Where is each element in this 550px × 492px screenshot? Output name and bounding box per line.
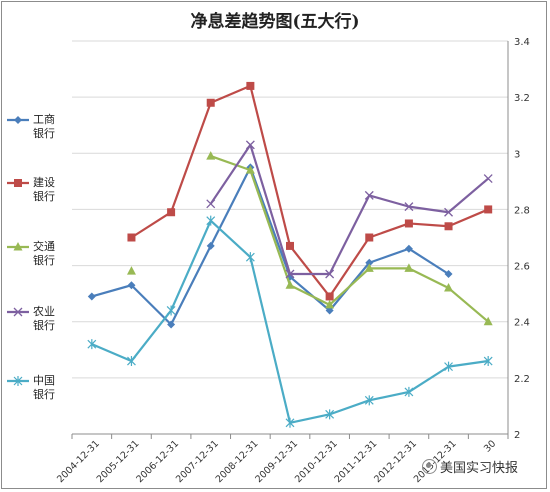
data-point	[484, 205, 493, 214]
data-point	[483, 316, 493, 326]
data-point	[245, 140, 255, 150]
legend-label: 建设 银行	[33, 176, 63, 204]
data-point	[325, 269, 335, 279]
data-point	[325, 409, 335, 420]
series-line	[91, 166, 450, 326]
data-point	[246, 81, 255, 90]
legend-label: 工商 银行	[33, 113, 63, 141]
data-point	[325, 292, 334, 301]
data-point	[285, 269, 295, 279]
data-point	[167, 208, 176, 217]
legend-label-line: 建设	[33, 176, 55, 189]
data-point	[286, 241, 294, 250]
data-point	[444, 361, 453, 372]
y-tick-label: 2.2	[514, 374, 530, 385]
legend-marker	[13, 376, 23, 386]
legend-label-line: 银行	[33, 254, 55, 267]
legend-label-line: 农业	[33, 305, 55, 318]
data-point	[87, 292, 96, 301]
data-point	[365, 258, 374, 267]
data-point	[245, 165, 255, 174]
data-point	[206, 98, 215, 107]
legend-label: 中国 银行	[33, 374, 63, 402]
data-point	[127, 233, 136, 242]
data-point	[364, 263, 374, 272]
data-point	[206, 215, 216, 226]
data-point	[365, 233, 374, 242]
data-point	[245, 252, 255, 263]
y-tick-label: 2.8	[514, 205, 530, 216]
data-point	[444, 269, 453, 278]
series-line	[210, 155, 489, 323]
legend-swatch	[7, 179, 29, 187]
legend-swatch	[7, 307, 29, 317]
data-point	[364, 395, 374, 406]
data-point	[444, 283, 454, 292]
data-point	[285, 280, 295, 289]
data-point	[87, 339, 97, 350]
data-point	[404, 263, 414, 272]
legend-swatch	[7, 242, 29, 251]
wechat-icon	[422, 459, 437, 474]
data-point	[444, 222, 453, 231]
legend-label-line: 银行	[33, 190, 55, 203]
watermark: 美国实习快报	[422, 457, 518, 476]
legend-item: 中国 银行	[6, 374, 66, 414]
data-point	[167, 320, 176, 329]
legend-label-line: 交通	[33, 240, 55, 253]
legend-label-line: 银行	[33, 319, 55, 332]
data-point	[126, 266, 136, 275]
watermark-text: 美国实习快报	[440, 461, 519, 476]
data-point	[404, 202, 414, 212]
legend-label: 农业 银行	[33, 305, 63, 333]
data-point	[404, 244, 413, 253]
data-point	[444, 207, 454, 217]
data-point	[364, 190, 374, 200]
data-point	[206, 151, 216, 160]
data-point	[206, 199, 216, 209]
data-point	[127, 281, 136, 290]
legend-item: 工商 银行	[6, 113, 66, 153]
legend-label-line: 工商	[33, 113, 55, 126]
y-tick-label: 3.2	[514, 93, 530, 104]
legend-item: 建设 银行	[6, 176, 66, 216]
data-point	[206, 241, 215, 250]
legend-item: 农业 银行	[6, 305, 66, 345]
y-tick-label: 2.4	[514, 318, 530, 329]
legend-label-line: 银行	[33, 388, 55, 401]
legend-marker	[14, 179, 22, 187]
legend-marker	[13, 242, 23, 251]
data-point	[325, 306, 334, 315]
legend-marker	[14, 116, 22, 124]
legend-label-line: 银行	[33, 127, 55, 140]
y-tick-label: 3	[514, 149, 520, 160]
data-point	[285, 417, 295, 428]
data-point	[483, 174, 493, 184]
data-point	[483, 356, 493, 367]
legend-swatch	[7, 376, 29, 386]
series-line	[209, 143, 489, 276]
legend-item: 交通 银行	[6, 240, 66, 280]
x-tick-label: 30	[482, 438, 498, 454]
data-point	[127, 356, 136, 367]
y-tick-label: 2.6	[514, 262, 530, 273]
legend-label-line: 中国	[33, 374, 55, 387]
chart-title: 净息差趋势图(五大行)	[190, 12, 360, 32]
data-point	[404, 386, 414, 397]
data-point	[404, 219, 413, 228]
y-tick-label: 3.4	[514, 37, 530, 48]
data-point	[166, 305, 176, 316]
series-line	[130, 84, 489, 298]
legend-marker	[13, 307, 23, 317]
y-tick-label: 2	[514, 430, 520, 441]
data-point	[325, 299, 335, 309]
legend-swatch	[7, 116, 29, 124]
legend-label: 交通 银行	[33, 240, 63, 268]
